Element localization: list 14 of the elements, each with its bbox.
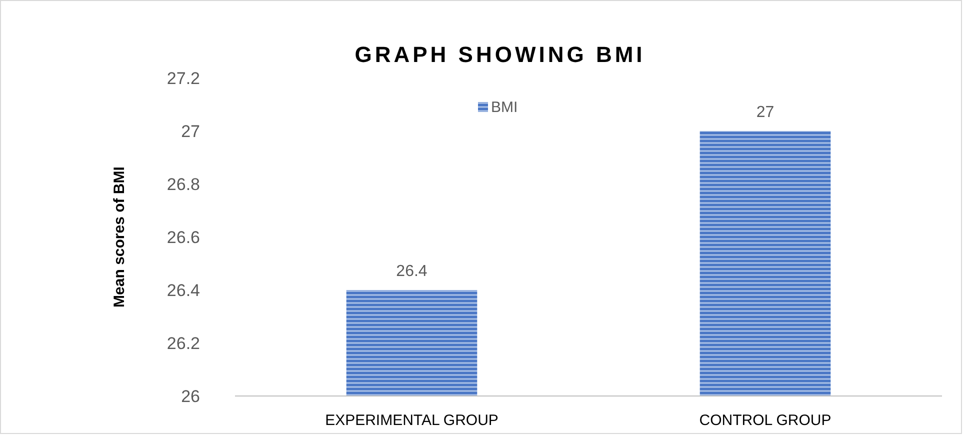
- y-tick-label: 26.6: [166, 228, 200, 247]
- y-tick-label: 26.4: [166, 281, 200, 300]
- y-tick-label: 26: [181, 387, 200, 406]
- y-tick-label: 27.2: [166, 69, 200, 88]
- legend-label: BMI: [491, 99, 518, 116]
- chart-title: GRAPH SHOWING BMI: [354, 42, 646, 67]
- data-label: 27: [756, 104, 774, 121]
- y-tick-label: 27: [181, 122, 200, 141]
- x-tick-label: EXPERIMENTAL GROUP: [325, 412, 498, 429]
- y-tick-label: 26.2: [166, 334, 200, 353]
- y-axis-title: Mean scores of BMI: [111, 166, 128, 308]
- x-tick-label: CONTROL GROUP: [699, 412, 832, 429]
- data-label: 26.4: [396, 263, 428, 280]
- y-tick-label: 26.8: [166, 175, 200, 194]
